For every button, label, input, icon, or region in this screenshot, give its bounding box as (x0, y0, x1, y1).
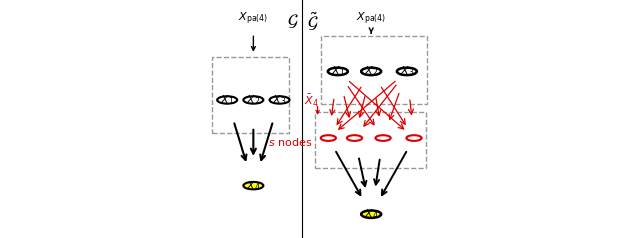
Text: $X_2$: $X_2$ (364, 64, 378, 78)
Text: $X_{\mathrm{pa}(4)}$: $X_{\mathrm{pa}(4)}$ (238, 11, 268, 27)
Ellipse shape (406, 135, 422, 141)
Ellipse shape (347, 135, 362, 141)
Text: $X_3$: $X_3$ (273, 93, 287, 107)
Text: $X_{\mathrm{pa}(4)}$: $X_{\mathrm{pa}(4)}$ (356, 11, 387, 27)
Bar (315, 112, 426, 168)
Text: $X_3$: $X_3$ (400, 64, 414, 78)
Text: $X_1$: $X_1$ (331, 64, 345, 78)
Bar (321, 36, 427, 104)
Text: $X_4$: $X_4$ (246, 179, 260, 193)
Text: $\mathcal{G}$: $\mathcal{G}$ (287, 12, 298, 30)
Ellipse shape (376, 135, 390, 141)
Text: $X_4$: $X_4$ (364, 207, 378, 221)
Ellipse shape (321, 135, 336, 141)
Text: $\tilde{\mathcal{G}}$: $\tilde{\mathcal{G}}$ (307, 10, 318, 33)
Bar (212, 57, 289, 133)
Ellipse shape (361, 210, 381, 218)
Ellipse shape (397, 68, 417, 75)
Ellipse shape (361, 68, 381, 75)
Ellipse shape (243, 182, 263, 189)
Text: $X_1$: $X_1$ (220, 93, 234, 107)
Ellipse shape (243, 96, 263, 104)
Ellipse shape (328, 68, 348, 75)
Text: $s\ \mathrm{nodes}$: $s\ \mathrm{nodes}$ (268, 136, 312, 148)
Ellipse shape (217, 96, 237, 104)
Text: $X_2$: $X_2$ (246, 93, 260, 107)
Text: $\bar{X}_4$: $\bar{X}_4$ (304, 93, 319, 109)
Ellipse shape (269, 96, 289, 104)
